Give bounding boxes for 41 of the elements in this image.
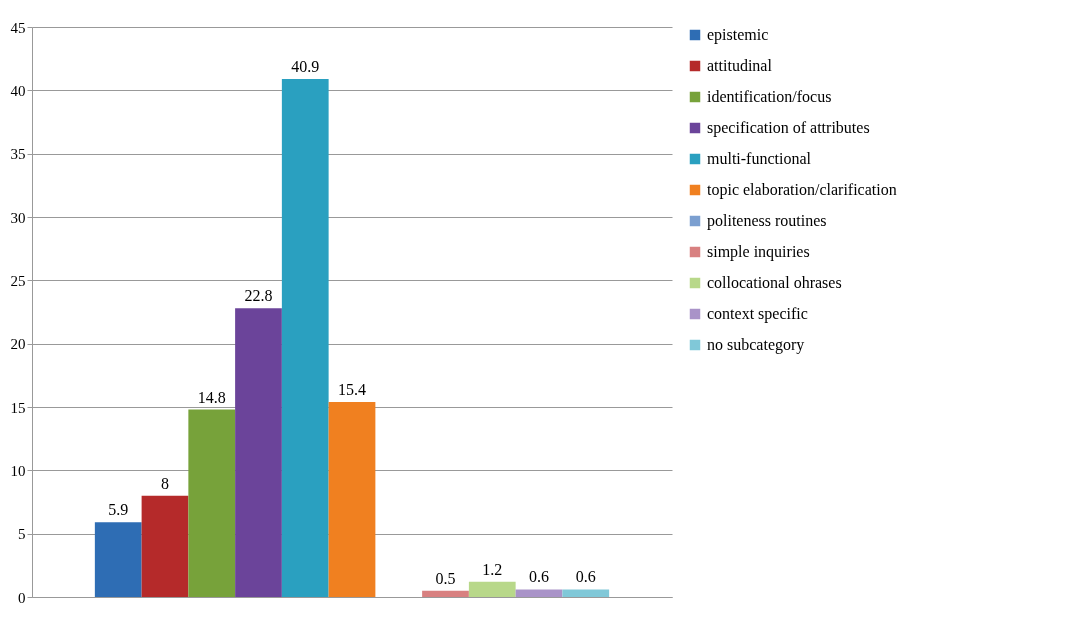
bar: [281, 78, 329, 597]
y-tick-label: 45: [10, 19, 26, 36]
bar: [328, 401, 376, 597]
data-label: 0.5: [435, 569, 456, 587]
bar: [562, 589, 610, 597]
legend-label: identification/focus: [707, 88, 832, 105]
y-tick-label: 20: [10, 336, 26, 353]
legend-label: context specific: [707, 305, 808, 323]
y-tick-label: 15: [10, 399, 26, 416]
data-label: 8: [160, 474, 169, 492]
bar: [235, 308, 282, 597]
bar: [141, 495, 189, 597]
legend-label: epistemic: [707, 26, 769, 44]
legend-label: topic elaboration/clarification: [707, 181, 897, 199]
legend-label: multi-functional: [707, 150, 812, 167]
data-label: 5.9: [108, 501, 129, 519]
data-label: 14.8: [197, 388, 226, 406]
bar: [94, 522, 142, 597]
data-label: 22.8: [244, 287, 273, 305]
legend-label: simple inquiries: [707, 243, 810, 261]
y-tick-label: 10: [10, 462, 26, 479]
legend-label: collocational ohrases: [707, 274, 842, 291]
data-label: 1.2: [482, 560, 503, 578]
y-tick-label: 25: [10, 272, 26, 289]
bar: [468, 581, 516, 597]
bar: [422, 590, 469, 597]
legend-label: politeness routines: [707, 212, 827, 230]
y-tick-label: 5: [18, 526, 26, 543]
data-label: 40.9: [291, 57, 320, 75]
y-tick-label: 35: [10, 146, 26, 163]
legend-label: no subcategory: [707, 336, 805, 354]
legend-label: specification of attributes: [707, 119, 870, 137]
data-label: 0.6: [575, 568, 596, 586]
bar: [515, 589, 563, 597]
y-tick-label: 30: [10, 209, 26, 226]
data-label: 0.6: [529, 568, 550, 586]
y-tick-label: 40: [10, 82, 26, 99]
data-label: 15.4: [338, 380, 366, 398]
bar: [188, 409, 236, 597]
y-tick-label: 0: [18, 589, 26, 606]
legend-label: attitudinal: [707, 57, 773, 74]
